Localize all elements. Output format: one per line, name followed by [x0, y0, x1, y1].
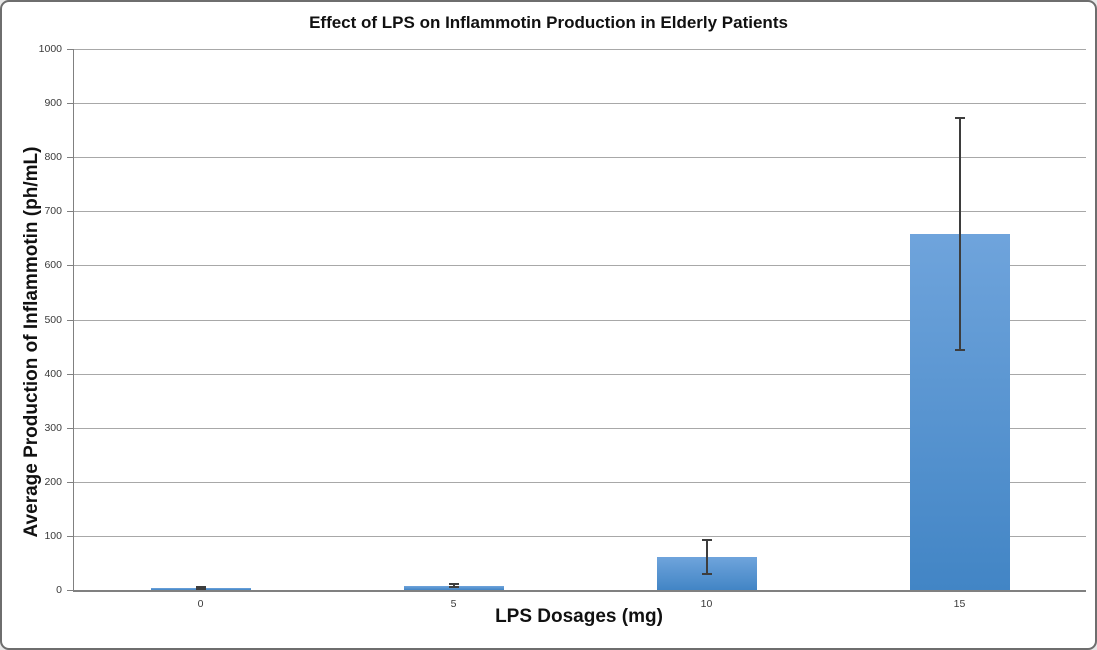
x-tick-label-5mg: 5 — [450, 598, 457, 610]
y-tick-0 — [67, 590, 74, 591]
error-bar-cap-top-5mg — [448, 583, 459, 586]
error-bar-cap-top-0mg — [195, 585, 206, 588]
gridline-500 — [74, 319, 1086, 321]
y-tick-400 — [67, 373, 74, 375]
y-tick-label: 700 — [44, 205, 62, 218]
y-tick-1000 — [67, 49, 74, 50]
y-tick-label: 400 — [44, 367, 62, 380]
y-tick-600 — [67, 265, 74, 267]
gridline-100 — [74, 535, 1086, 537]
y-tick-label: 500 — [44, 313, 62, 326]
gridline-800 — [74, 157, 1086, 159]
gridline-200 — [74, 481, 1086, 483]
chart-title: Effect of LPS on Inflammotin Production … — [309, 13, 788, 32]
y-tick-800 — [67, 157, 74, 159]
y-tick-500 — [67, 319, 74, 321]
y-tick-300 — [67, 427, 74, 429]
x-tick-label-10mg: 10 — [700, 598, 713, 610]
error-bar-line-5mg — [452, 584, 455, 588]
y-tick-label: 800 — [44, 151, 62, 164]
x-axis-title: LPS Dosages (mg) — [495, 606, 663, 627]
y-tick-label: 900 — [44, 97, 62, 110]
y-tick-label: 100 — [44, 529, 62, 542]
plot-area: 0 100 200 300 400 500 600 700 800 900 1000 0 5 10 15 — [39, 44, 1086, 610]
y-tick-label: 300 — [44, 421, 62, 434]
error-bar-line-15mg — [958, 117, 961, 351]
y-tick-label: 600 — [44, 259, 62, 272]
x-tick-label-15mg: 15 — [953, 598, 966, 610]
gridline-900 — [74, 103, 1086, 105]
gridline-1000 — [74, 49, 1086, 50]
error-bar-line-10mg — [705, 540, 708, 574]
gridline-600 — [74, 265, 1086, 267]
error-bar-cap-bottom-15mg — [954, 349, 965, 352]
y-tick-label: 0 — [56, 584, 62, 596]
y-tick-200 — [67, 481, 74, 483]
y-tick-label: 200 — [44, 475, 62, 488]
y-tick-label: 1000 — [38, 43, 62, 55]
y-tick-700 — [67, 211, 74, 213]
error-bar-cap-bottom-10mg — [701, 572, 712, 575]
gridline-700 — [74, 211, 1086, 213]
error-bar-cap-top-15mg — [954, 116, 965, 119]
error-bar-line-0mg — [199, 586, 202, 589]
error-bar-cap-top-10mg — [701, 539, 712, 542]
y-tick-900 — [67, 103, 74, 105]
error-bar-cap-bottom-0mg — [195, 587, 206, 590]
gridline-300 — [74, 427, 1086, 429]
x-tick-label-0mg: 0 — [197, 598, 204, 610]
error-bar-cap-bottom-5mg — [448, 586, 459, 589]
gridline-400 — [74, 373, 1086, 375]
y-tick-100 — [67, 535, 74, 537]
